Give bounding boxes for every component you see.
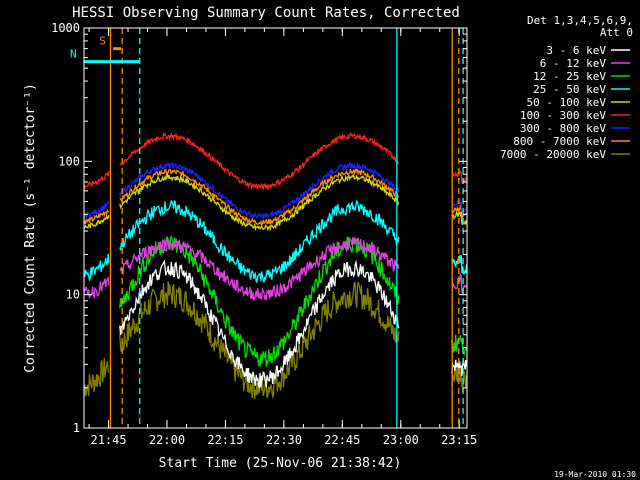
x-axis-label: Start Time (25-Nov-06 21:38:42) <box>159 456 402 471</box>
chart-title: HESSI Observing Summary Count Rates, Cor… <box>72 5 460 21</box>
y-tick-label: 10 <box>66 288 80 302</box>
y-axis: 1 10 100 1000 <box>51 21 467 435</box>
legend-header: Det 1,3,4,5,6,9, <box>527 14 633 27</box>
legend-label: 50 - 100 keV <box>527 96 607 109</box>
plot-frame <box>83 27 468 429</box>
x-tick-label: 22:30 <box>266 433 302 447</box>
x-tick-label: 23:00 <box>383 433 419 447</box>
marker-label: S <box>99 35 106 48</box>
legend-label: 3 - 6 keV <box>546 44 606 57</box>
x-axis: 21:45 22:00 22:15 22:30 22:45 23:00 23:15 <box>88 28 477 447</box>
legend-label: 800 - 7000 keV <box>513 135 606 148</box>
x-tick-label: 22:15 <box>207 433 243 447</box>
marker-label: N <box>70 48 77 61</box>
marker-lines: SN <box>70 28 464 428</box>
series-line <box>83 199 468 283</box>
legend-label: 6 - 12 keV <box>540 57 607 70</box>
legend-label: 7000 - 20000 keV <box>500 148 606 161</box>
legend-label: 12 - 25 keV <box>533 70 606 83</box>
y-tick-label: 1000 <box>51 21 80 35</box>
y-tick-label: 1 <box>73 421 80 435</box>
legend-label: 25 - 50 keV <box>533 83 606 96</box>
x-tick-label: 22:00 <box>149 433 185 447</box>
y-tick-label: 100 <box>58 154 80 168</box>
x-tick-label: 23:15 <box>441 433 477 447</box>
y-axis-label: Corrected Count Rate (s⁻¹ detector⁻¹) <box>23 83 38 373</box>
legend-label: 100 - 300 keV <box>520 109 606 122</box>
timestamp: 19-Mar-2010 01:30 <box>554 470 636 479</box>
x-tick-label: 21:45 <box>90 433 126 447</box>
legend-header: Att 0 <box>600 26 633 39</box>
x-tick-label: 22:45 <box>324 433 360 447</box>
legend-label: 300 - 800 keV <box>520 122 606 135</box>
